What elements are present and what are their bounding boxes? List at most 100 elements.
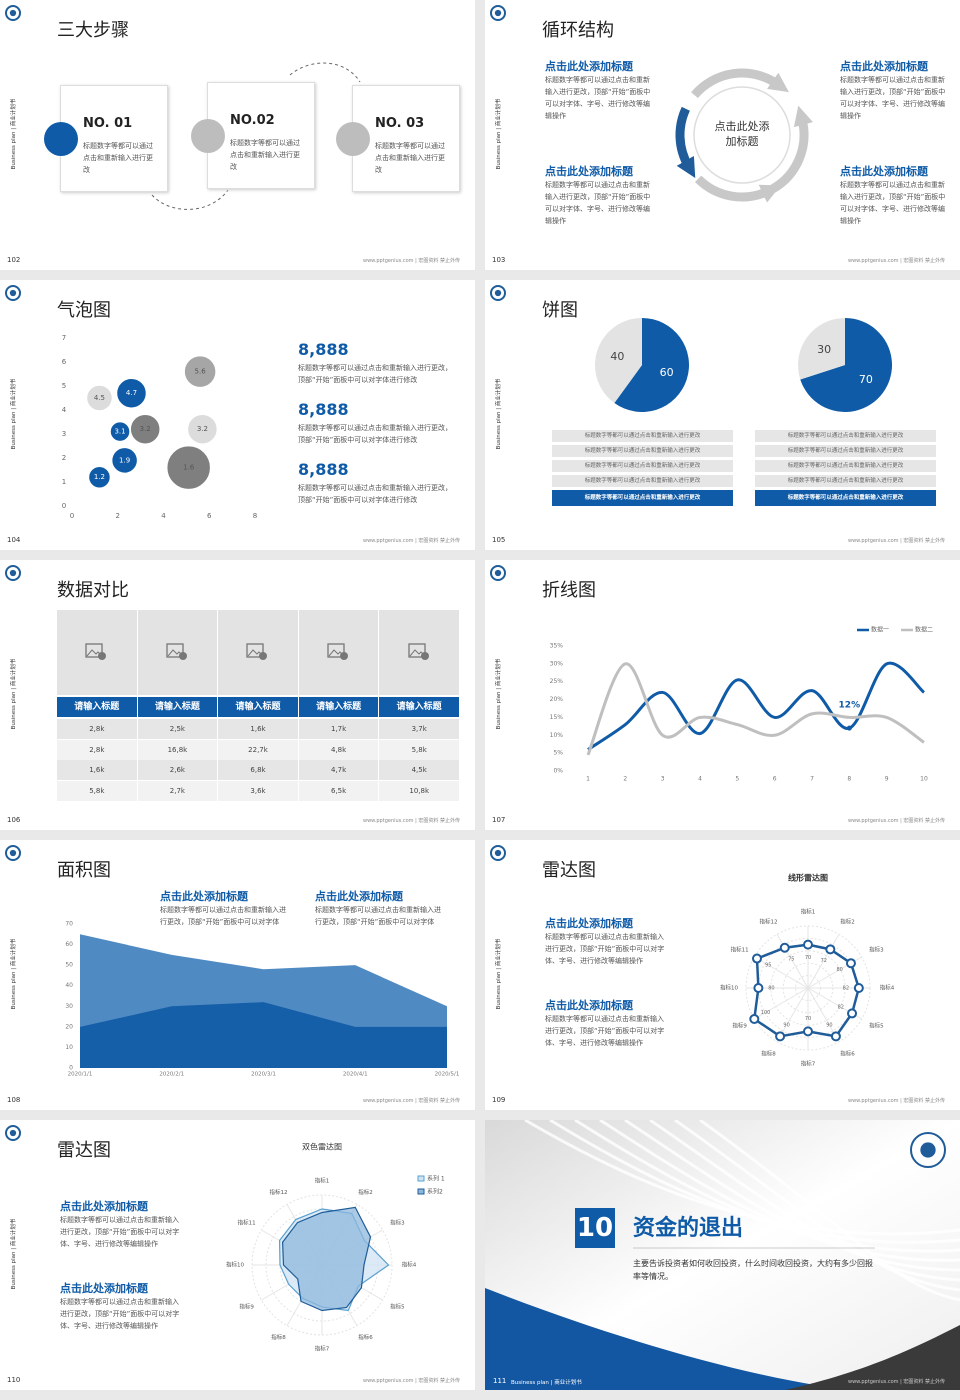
list-row: 标题数字等都可以通过点击和重新输入进行更改 [552,490,733,506]
line-series [586,662,925,756]
data-label: 90 [783,1023,789,1029]
x-tick-label: 7 [810,776,814,783]
slide-title: 三大步骤 [57,20,129,41]
bubble [87,465,112,489]
block-heading: 点击此处添加标题 [160,890,248,903]
y-tick-label: 60 [65,941,73,948]
stat-text: 标题数字等都可以通过点击和重新输入进行更改，顶部“开始”面板中可以对字体进行修改 [298,424,452,444]
line-series [587,661,926,751]
bubble [183,354,217,389]
footer: www.pptgenius.com | 宏图资料 禁止外传 [362,258,460,264]
page-number: 111 [493,1377,507,1385]
y-tick-label: 5 [62,382,66,390]
background-curve [549,1120,960,1244]
graphic [5,565,21,581]
x-tick-label: 2 [116,512,120,520]
graphic [151,62,361,210]
logo-inner [9,289,17,297]
block-heading: 点击此处添加标题 [60,1200,148,1213]
radar-axis-label: 指标5 [869,1022,884,1030]
x-tick-label: 4 [161,512,166,520]
slide-title: 气泡图 [57,300,111,321]
y-tick-label: 1 [62,478,66,486]
background-curve [599,1120,960,1262]
data-label: 12% [839,701,861,711]
table-cell: 22,7k [218,739,298,760]
table-header: 请输入标题 [379,697,459,717]
y-tick-label: 0% [553,768,563,775]
footer: www.pptgenius.com | 宏图资料 禁止外传 [847,1379,945,1385]
logo-inner [494,289,502,297]
legend-swatch [417,1175,425,1182]
step-card: NO. 03 标题数字等都可以通过点击和重新输入进行更改 [336,85,460,192]
radar-point [803,939,813,950]
y-tick-label: 30% [550,660,564,667]
slide-title: 折线图 [542,580,596,601]
radar-axis-label: 指标9 [239,1303,254,1311]
table-cell: 6,5k [298,780,379,801]
list-row: 标题数字等都可以通过点击和重新输入进行更改 [755,490,936,506]
step-text: 标题数字等都可以通过点击和重新输入进行更改 [375,142,445,174]
logo-inner [494,569,502,577]
graphic [910,1132,946,1168]
footer-left: Business plan | 商业计划书 [511,1380,582,1386]
y-tick-label: 25% [550,678,564,685]
y-tick-label: 70 [65,921,73,928]
footer: www.pptgenius.com | 宏图资料 禁止外传 [847,258,945,264]
connector [151,189,229,210]
step-card: NO. 01 标题数字等都可以通过点击和重新输入进行更改 [44,85,168,192]
radar-point [825,944,836,955]
footer: www.pptgenius.com | 宏图资料 禁止外传 [362,538,460,544]
radar-point [751,953,762,964]
radar-axis-label: 指标10 [720,984,738,992]
x-tick-label: 2 [623,776,627,783]
x-tick-label: 9 [885,776,889,783]
table-cell: 2,6k [137,760,218,780]
table-cell: 5,8k [379,739,459,760]
step-number: NO. 03 [375,116,425,131]
slide-title: 饼图 [542,300,578,321]
table-header: 请输入标题 [137,697,218,717]
legend-label: 系列 1 [427,1175,445,1183]
step-marker-mask [208,113,226,159]
step-card: NO.02 标题数字等都可以通过点击和重新输入进行更改 [191,82,315,189]
data-label: 90 [826,1023,832,1029]
x-tick-label: 2020/3/1 [251,1072,276,1078]
bubble-label: 3.2 [197,425,208,433]
logo-inner [9,569,17,577]
legend-label: 数据一 [871,626,889,634]
stat-value: 8,888 [298,400,349,419]
radar-point [847,1008,858,1019]
bubble [165,444,212,491]
radar-axis-label: 指标1 [801,908,816,916]
block-text: 标题数字等都可以通过点击和重新输入进行更改，顶部“开始”面板中可以对字体、字号、… [545,1015,665,1047]
block-text: 标题数字等都可以通过点击和重新输入进行更改，顶部“开始”面板中可以对字体、字号、… [840,181,946,225]
icon-plus [420,652,429,660]
radar-axis-label: 指标4 [402,1261,417,1269]
background-curve [649,1120,960,1282]
graphic [5,5,21,21]
block-text: 标题数字等都可以通过点击和重新输入进行更改，顶部“开始”面板中可以对字体、字号、… [60,1216,180,1248]
table-cell: 5,8k [57,780,137,801]
table-cell: 2,8k [57,739,137,760]
icon-frame [166,643,184,658]
graphic [5,285,21,301]
table-header: 请输入标题 [298,697,379,717]
slide: 面积图 Business plan | 商业计划书 108 www.pptgenius… [0,840,475,1110]
graphic [675,68,813,203]
list-row: 标题数字等都可以通过点击和重新输入进行更改 [755,460,936,472]
stat-value: 8,888 [298,340,349,359]
y-tick-label: 20 [65,1023,73,1030]
page-number: 107 [492,816,506,824]
footer: www.pptgenius.com | 宏图资料 禁止外传 [847,538,945,544]
bubble-label: 5.6 [195,368,207,376]
bubble [129,413,161,445]
icon-frame [408,643,426,658]
icon-plus [98,652,107,660]
table-cell: 3,7k [379,719,459,739]
point-marker [846,725,852,731]
pie-label: 60 [660,366,674,379]
radar-spoke [807,934,840,989]
